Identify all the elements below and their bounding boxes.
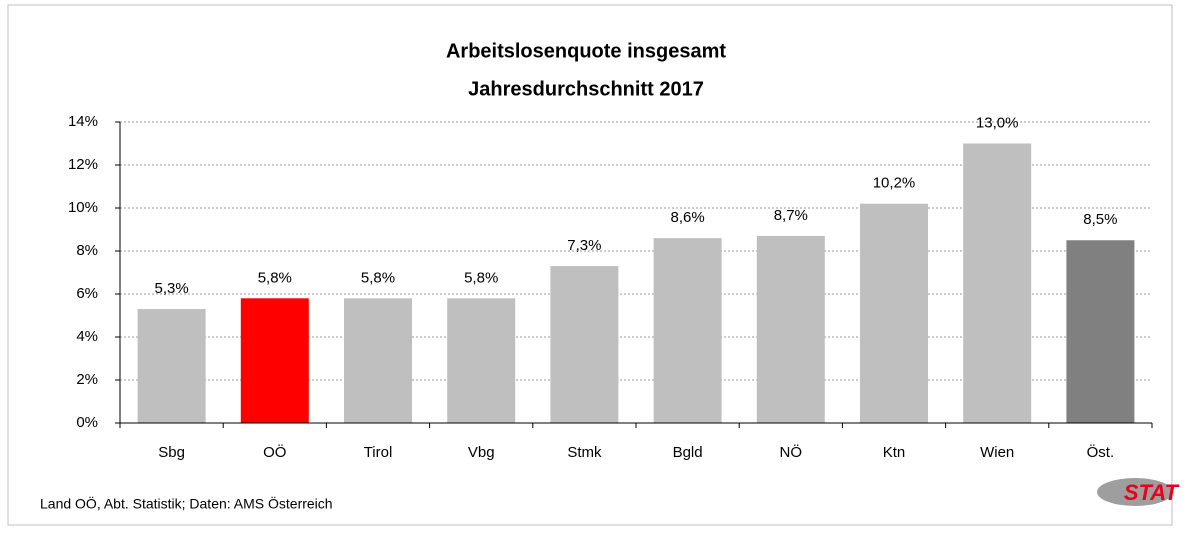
y-tick-label: 12%	[68, 156, 98, 173]
value-label: 8,5%	[1083, 211, 1117, 228]
bar	[653, 238, 722, 423]
bar	[137, 309, 206, 423]
bar	[860, 203, 928, 423]
chart-title: Arbeitslosenquote insgesamt	[446, 40, 726, 62]
x-tick-label: Ktn	[883, 444, 906, 461]
x-tick-label: Bgld	[673, 444, 703, 461]
y-tick-label: 0%	[76, 414, 98, 431]
value-label: 8,6%	[670, 209, 704, 226]
x-tick-label: OÖ	[263, 443, 286, 461]
y-tick-label: 4%	[76, 328, 98, 345]
value-label: 5,8%	[258, 269, 292, 286]
bar	[447, 298, 516, 423]
x-tick-label: Tirol	[364, 444, 393, 461]
x-tick-label: NÖ	[780, 443, 803, 461]
y-tick-label: 8%	[76, 242, 98, 259]
value-label: 10,2%	[873, 175, 916, 192]
x-tick-label: Wien	[980, 444, 1014, 461]
source: Land OÖ, Abt. Statistik; Daten: AMS Öste…	[40, 495, 333, 512]
logo: STAT	[1124, 480, 1180, 505]
y-tick-label: 2%	[76, 371, 98, 388]
y-tick-label: 14%	[68, 113, 98, 130]
chart-subtitle: Jahresdurchschnitt 2017	[468, 78, 704, 100]
x-tick-label: Vbg	[468, 444, 495, 461]
value-label: 8,7%	[774, 207, 808, 224]
x-tick-label: Sbg	[158, 444, 185, 461]
bar	[240, 298, 309, 423]
y-tick-label: 10%	[68, 199, 98, 216]
logo-shape	[1097, 478, 1173, 506]
value-label: 5,3%	[154, 280, 188, 297]
x-tick-label: Stmk	[567, 444, 602, 461]
bar	[344, 298, 412, 423]
value-label: 5,8%	[464, 269, 498, 286]
bar	[1066, 240, 1135, 423]
value-label: 5,8%	[361, 269, 395, 286]
y-tick-label: 6%	[76, 285, 98, 302]
value-label: 7,3%	[567, 237, 601, 254]
bar	[963, 143, 1032, 423]
x-tick-label: Öst.	[1087, 443, 1115, 461]
bar	[756, 235, 825, 423]
bar	[550, 266, 619, 423]
value-label: 13,0%	[976, 114, 1019, 131]
